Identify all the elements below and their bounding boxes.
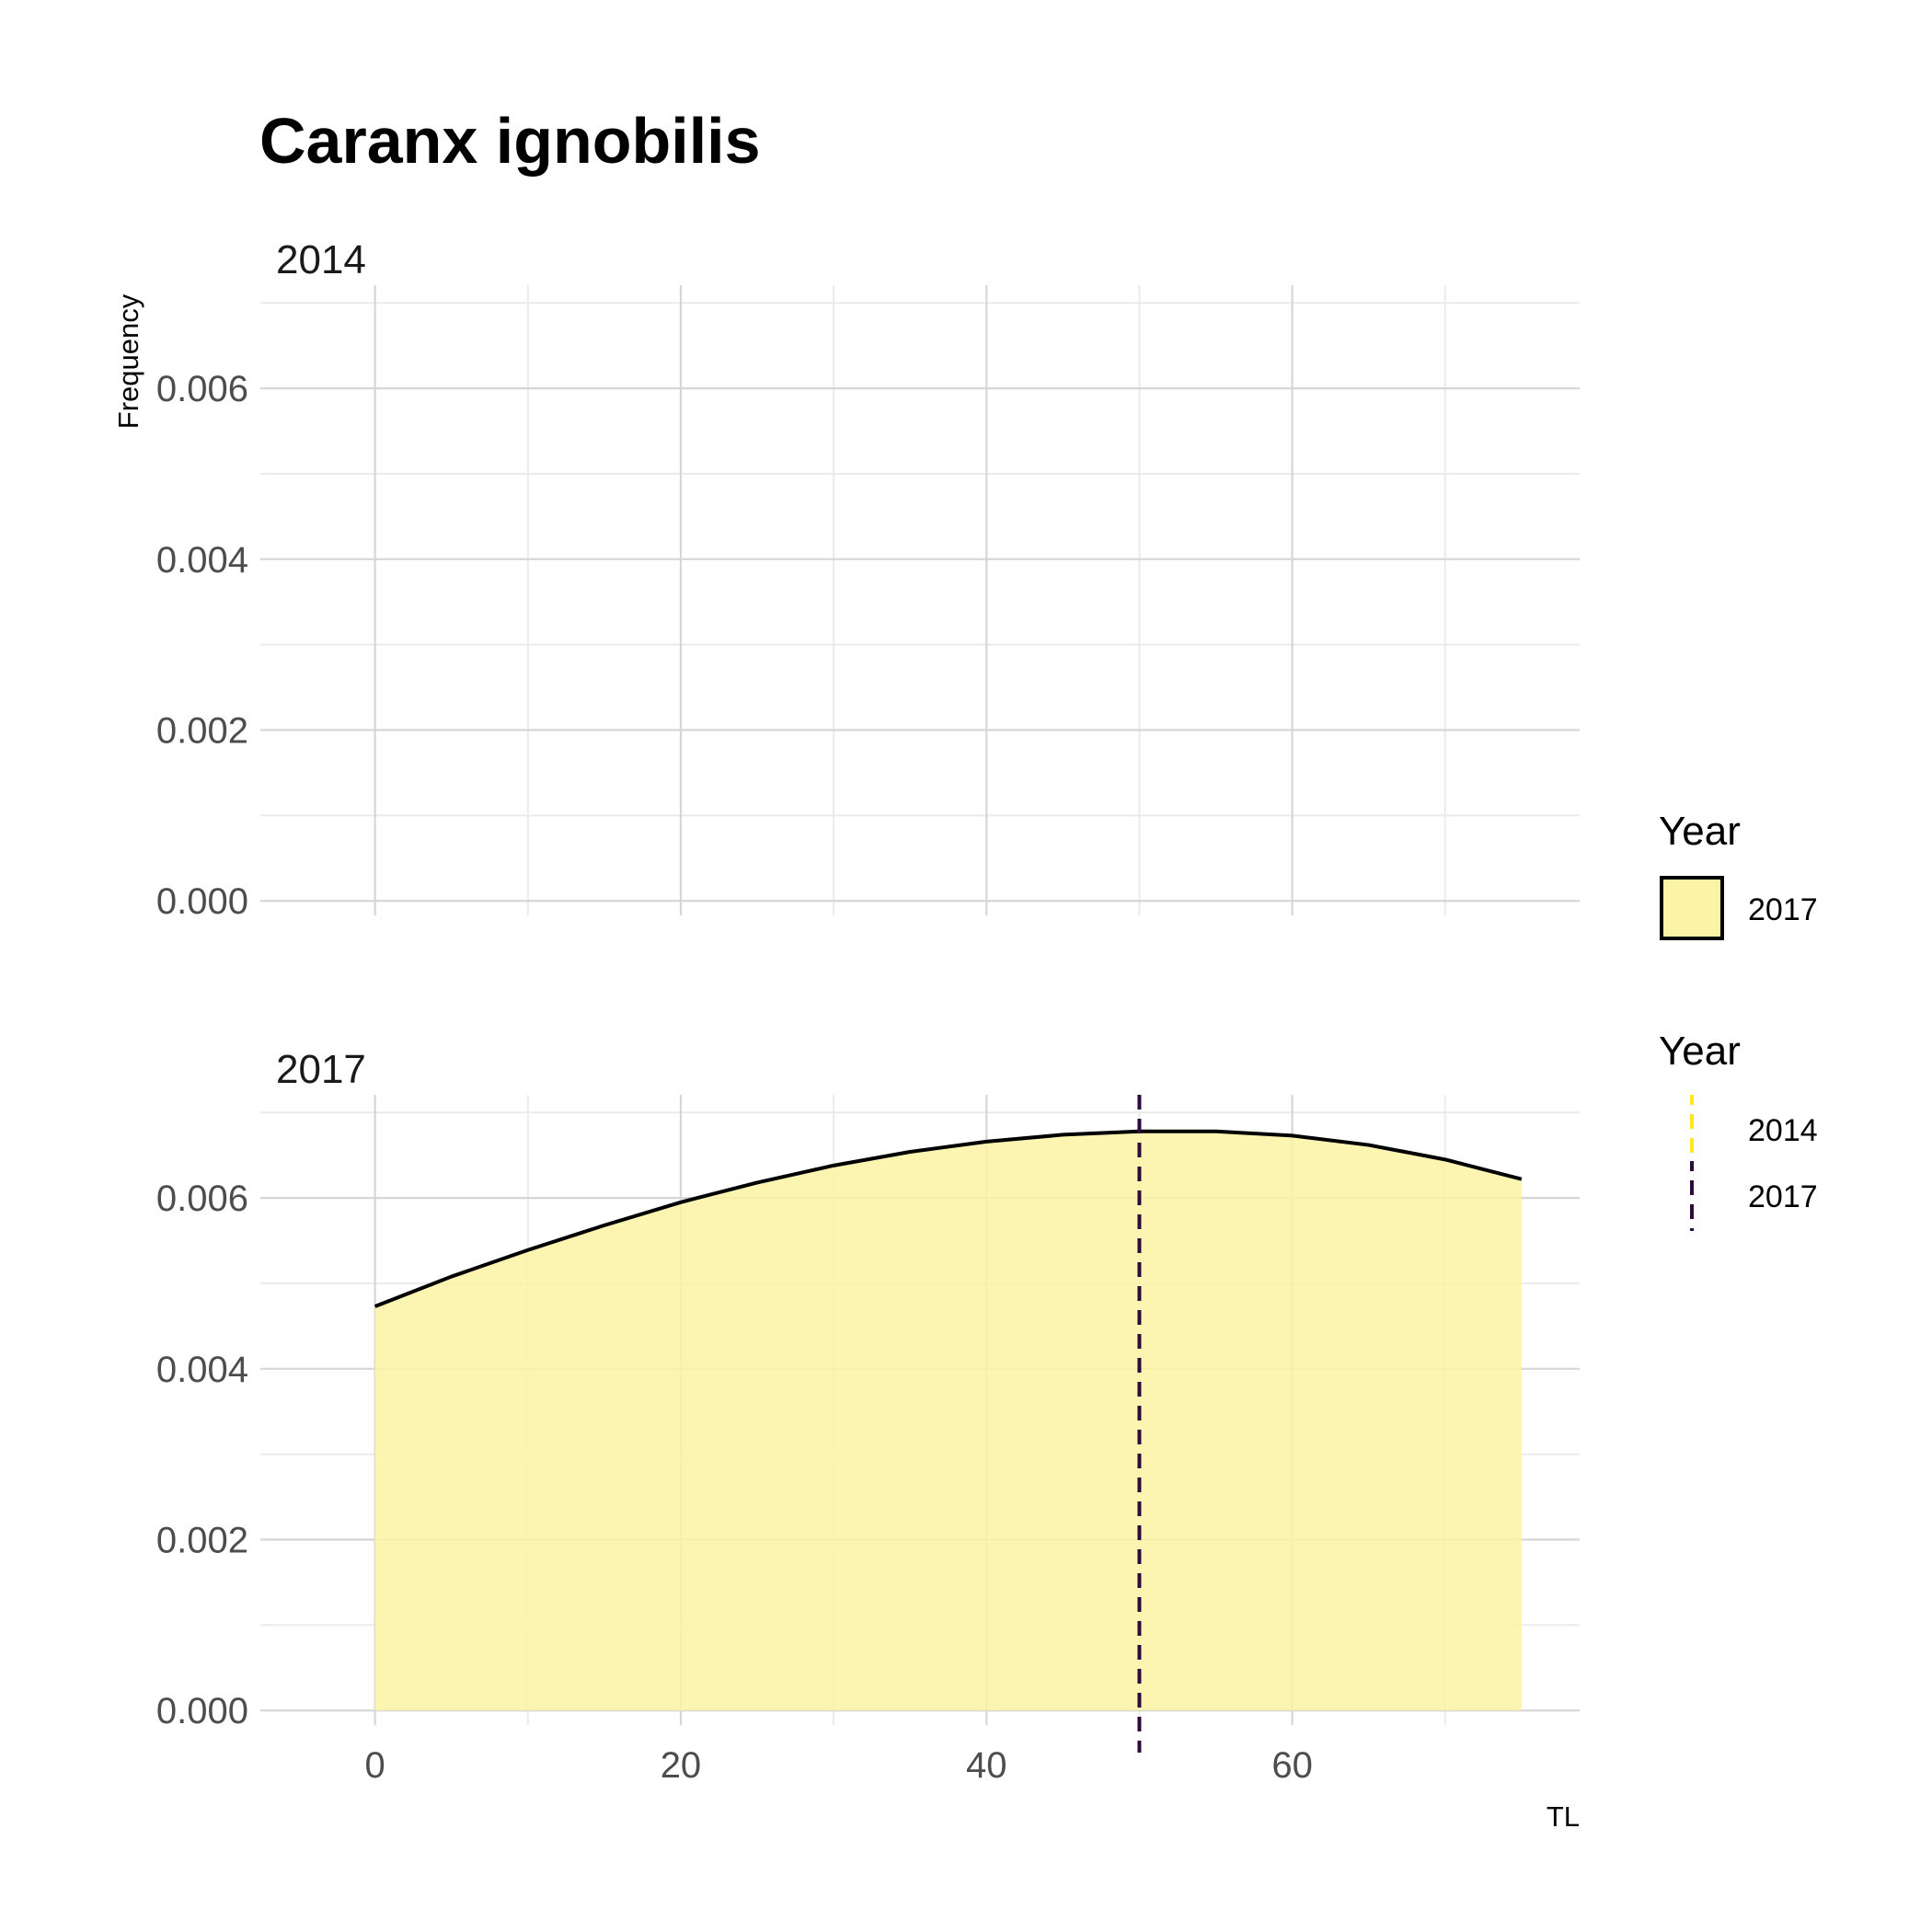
facet-panels: 2014 0.000 0.002 0.004 0.006 2017 0.000 0.002 0.… xyxy=(156,237,1580,1786)
legend-title: Year xyxy=(1659,809,1741,854)
y-tick-label: 0.002 xyxy=(156,711,248,752)
x-axis-title: TL xyxy=(1547,1800,1580,1833)
legend-linetype: Year 2014 2017 xyxy=(1659,1029,1818,1231)
legends: Year 2017 Year 2014 2017 xyxy=(1659,809,1818,1231)
density-line-2017 xyxy=(374,1129,1523,1308)
chart-title: Caranx ignobilis xyxy=(259,105,761,177)
y-tick-label: 0.000 xyxy=(156,881,248,922)
facet-panel-2014: 2014 0.000 0.002 0.004 0.006 xyxy=(156,237,1580,922)
grid-lines xyxy=(260,285,1580,915)
legend-fill: Year 2017 xyxy=(1659,809,1818,940)
legend-label: 2017 xyxy=(1748,1179,1818,1214)
facet-strip-label: 2014 xyxy=(276,237,366,282)
y-axis-title: Frequency xyxy=(112,293,144,429)
x-tick-label: 60 xyxy=(1271,1745,1313,1786)
y-tick-label: 0.002 xyxy=(156,1521,248,1561)
legend-label: 2014 xyxy=(1748,1113,1818,1148)
legend-label: 2017 xyxy=(1748,892,1818,927)
y-tick-label: 0.000 xyxy=(156,1691,248,1731)
legend-title: Year xyxy=(1659,1029,1741,1074)
y-tick-label: 0.004 xyxy=(156,540,248,581)
x-tick-label: 40 xyxy=(966,1745,1007,1786)
facet-strip-label: 2017 xyxy=(276,1047,366,1092)
x-tick-label: 0 xyxy=(364,1745,385,1786)
y-tick-label: 0.004 xyxy=(156,1350,248,1390)
x-tick-label: 20 xyxy=(661,1745,702,1786)
y-tick-label: 0.006 xyxy=(156,369,248,409)
facet-panel-2017: 2017 0.000 0.002 0.004 0.006 0 20 40 60 xyxy=(156,1047,1580,1786)
legend-key-fill xyxy=(1660,876,1724,940)
density-area-2017 xyxy=(374,1131,1522,1711)
y-tick-label: 0.006 xyxy=(156,1179,248,1219)
